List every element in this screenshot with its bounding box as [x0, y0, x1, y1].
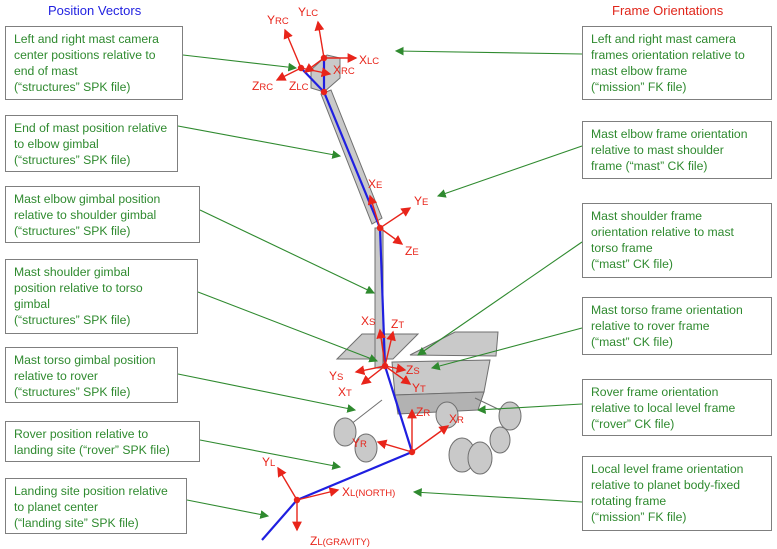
origin-local-level	[293, 496, 301, 504]
callout-arrows	[177, 46, 583, 519]
frame-origins	[293, 54, 416, 504]
header-position-vectors: Position Vectors	[48, 3, 142, 18]
axis-labels: YRC YLC XLC XRC ZRC ZLC XE YE ZE XS ZT Y…	[252, 5, 464, 548]
label-x-rc: XRC	[333, 63, 355, 77]
label-y-rc: YRC	[267, 13, 289, 27]
label-z-s: ZS	[406, 363, 420, 377]
label-y-r: YR	[352, 436, 367, 450]
label-z-rc: ZRC	[252, 79, 273, 93]
origin-right-camera	[297, 64, 305, 72]
label-y-s: YS	[329, 369, 343, 383]
label-z-r: ZR	[416, 405, 430, 419]
label-y-e: YE	[414, 194, 428, 208]
callout-shoulder-orientation: Mast shoulder frame orientation relative…	[582, 203, 772, 278]
callout-local-level-orientation: Local level frame orientation relative t…	[582, 456, 772, 531]
callout-camera-positions: Left and right mast camera center positi…	[5, 26, 183, 100]
origin-torso	[381, 362, 389, 370]
label-x-s: XS	[361, 314, 375, 328]
callout-end-of-mast-position: End of mast position relative to elbow g…	[5, 115, 178, 172]
label-y-t: YT	[412, 381, 426, 395]
callout-camera-orientation: Left and right mast camera frames orient…	[582, 26, 772, 100]
label-z-e: ZE	[405, 244, 419, 258]
label-x-t: XT	[338, 385, 352, 399]
label-x-r: XR	[449, 412, 464, 426]
label-z-lc: ZLC	[289, 79, 309, 93]
callout-landing-site-position: Landing site position relative to planet…	[5, 478, 187, 534]
callout-elbow-orientation: Mast elbow frame orientation relative to…	[582, 121, 772, 179]
wheel-rear-left-outer	[467, 441, 493, 475]
label-z-t: ZT	[391, 317, 404, 331]
callout-rover-position: Rover position relative to landing site …	[5, 421, 200, 462]
callout-elbow-gimbal-position: Mast elbow gimbal position relative to s…	[5, 186, 200, 243]
origin-left-camera	[320, 54, 328, 62]
origin-elbow	[376, 224, 384, 232]
callout-rover-orientation: Rover frame orientation relative to loca…	[582, 379, 772, 436]
rover-leg-right	[474, 397, 501, 411]
origin-end-of-mast	[320, 88, 328, 96]
label-y-lc: YLC	[298, 5, 318, 19]
label-x-l-north: XL(NORTH)	[342, 485, 395, 499]
label-y-l: YL	[262, 455, 275, 469]
header-frame-orientations: Frame Orientations	[612, 3, 724, 18]
wheel-front-right	[498, 401, 522, 431]
wheel-rear-right	[489, 426, 511, 454]
callout-shoulder-gimbal-position: Mast shoulder gimbal position relative t…	[5, 259, 198, 334]
label-x-e: XE	[368, 177, 382, 191]
callout-torso-orientation: Mast torso frame orientation relative to…	[582, 297, 772, 355]
solar-panel-right	[409, 331, 499, 357]
label-x-lc: XLC	[359, 53, 379, 67]
label-z-l-gravity: ZL(GRAVITY)	[310, 534, 370, 548]
frame-axes	[275, 20, 450, 532]
origin-rover	[408, 448, 416, 456]
wheel-front-left	[333, 417, 357, 447]
callout-torso-gimbal-position: Mast torso gimbal position relative to r…	[5, 347, 178, 403]
